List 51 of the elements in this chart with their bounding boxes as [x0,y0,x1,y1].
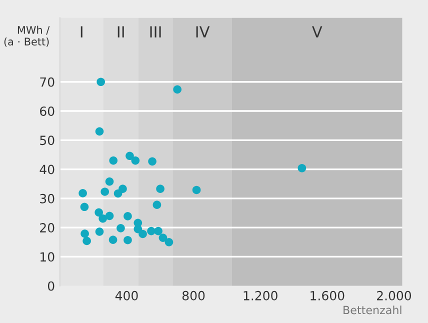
y-tick-label: 30 [40,194,54,204]
point [173,85,182,94]
point [158,234,168,242]
point [109,156,118,165]
x-tick-label: 2.000 [376,290,412,300]
band-label: I [80,26,82,38]
x-tick-label: 400 [115,290,138,300]
y-tick-label: 20 [40,223,54,232]
point [116,224,125,232]
y-tick-label: 40 [40,164,54,174]
point [80,230,89,238]
point [95,127,104,136]
point [80,202,89,212]
point [108,236,118,244]
point [105,177,114,186]
y-tick-label: 50 [40,136,54,146]
y-tick-label: 10 [40,252,54,262]
point [105,212,114,220]
y-axis-title: MWh / (a · Bett) [4,26,50,47]
point [298,164,306,172]
band-label: III [150,26,161,38]
point [82,236,91,246]
point [96,78,106,86]
x-tick-label: 800 [182,290,205,300]
point [131,156,140,165]
band-label: II [118,26,124,38]
point [152,200,162,210]
y-tick-label: 60 [40,106,54,116]
point [114,189,122,198]
point [148,157,156,166]
point [147,226,156,236]
x-tick-label: 1.200 [244,290,278,300]
point [78,189,87,198]
point [95,227,104,236]
band-label: V [312,26,322,38]
x-tick-label: 1.600 [310,290,344,300]
y-tick-label: 0 [48,281,54,291]
point [192,186,201,194]
point [100,188,110,196]
point [156,184,164,193]
point [124,236,132,244]
y-tick-label: 70 [40,77,54,87]
point [126,152,134,160]
point [154,226,162,236]
point [164,238,174,246]
point [124,212,132,220]
point [98,214,108,223]
band-label: IV [196,26,210,38]
point [94,208,104,217]
point [138,230,147,238]
x-axis-title: Bettenzahl [344,306,402,314]
